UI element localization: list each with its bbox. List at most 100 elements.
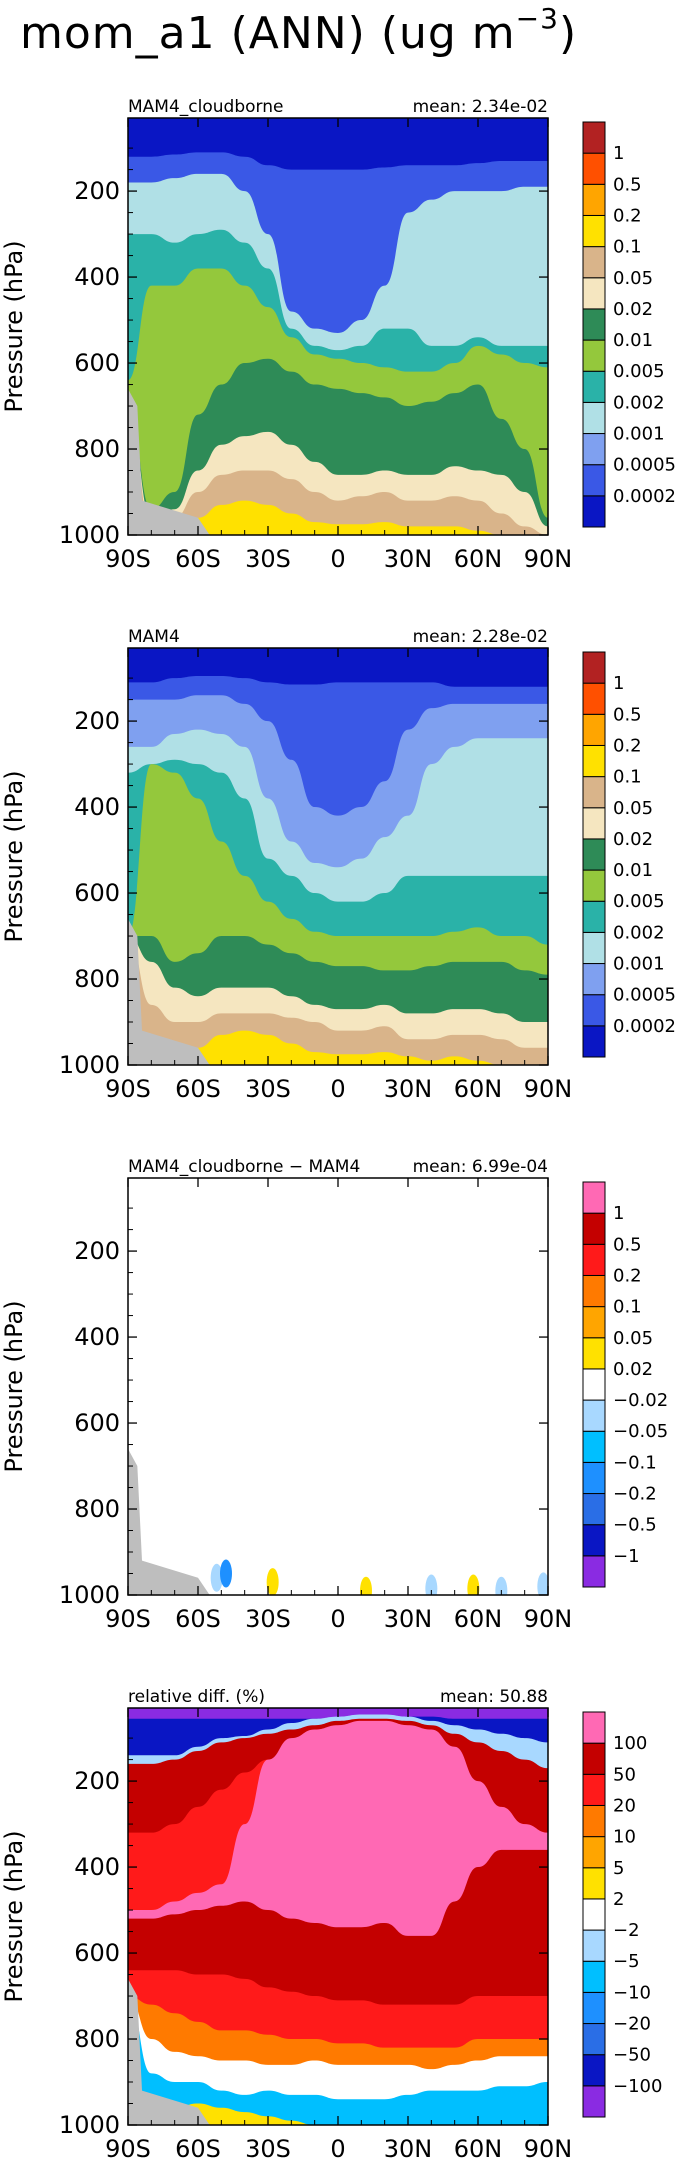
colorbar-label: −0.1 [613, 1452, 657, 1473]
colorbar-label: 1 [613, 1203, 624, 1224]
y-tick-label: 800 [74, 2025, 120, 2053]
x-tick-label: 30S [245, 2135, 291, 2163]
colorbar-swatch [582, 682, 606, 715]
y-tick-label: 800 [74, 1495, 120, 1523]
x-tick-label: 60N [454, 545, 503, 573]
colorbar-swatch [582, 1461, 606, 1495]
colorbar-label: 0.0005 [613, 455, 676, 476]
colorbar-swatch [582, 1742, 606, 1775]
contour-band [128, 2103, 548, 2125]
colorbar-swatch [582, 1274, 606, 1308]
topography-mask [128, 1978, 210, 2125]
y-tick-label: 1000 [59, 1581, 120, 1609]
colorbar-swatch [582, 1555, 606, 1588]
chart-svg: MAM4_cloudborne − MAM4 mean: 6.99e-04 200 4… [0, 1157, 668, 1633]
colorbar-label: 0.01 [613, 330, 653, 351]
colorbar-label: 10 [613, 1827, 636, 1848]
colorbar: 1 0.5 0.2 0.1 0.05 0.02 0.01 0.005 0.002 0.001 0.0… [582, 121, 676, 528]
topography-mask [128, 918, 210, 1065]
page-title: mom_a1 (ANN) (ug m−3) [20, 2, 577, 59]
svg-text:mom_a1 (ANN) (ug m−3): mom_a1 (ANN) (ug m−3) [20, 2, 577, 59]
x-tick-label: 0 [330, 545, 345, 573]
colorbar-swatch [582, 1773, 606, 1806]
colorbar-swatch [582, 246, 606, 279]
y-tick-label: 1000 [59, 1051, 120, 1079]
colorbar-label: 0.5 [613, 1234, 642, 1255]
colorbar-swatch [582, 1337, 606, 1370]
colorbar-label: 0.001 [613, 954, 665, 975]
y-tick-label: 1000 [59, 2111, 120, 2139]
contour-fill [210, 1559, 548, 1595]
colorbar-swatch [582, 713, 606, 746]
colorbar-swatch [582, 183, 606, 216]
x-tick-label: 90N [524, 545, 573, 573]
x-tick-label: 60N [454, 1605, 503, 1633]
colorbar-swatch [582, 1524, 606, 1557]
colorbar-swatch [582, 776, 606, 809]
colorbar-label: 2 [613, 1889, 624, 1910]
title-close: ) [559, 8, 577, 59]
colorbar-swatch [582, 1306, 606, 1339]
panel-right-label: mean: 6.99e-04 [413, 1157, 548, 1177]
colorbar-label: 0.01 [613, 860, 653, 881]
x-tick-label: 30S [245, 1075, 291, 1103]
colorbar-label: 1 [613, 143, 624, 164]
colorbar-swatch [582, 1493, 606, 1526]
panel-left-label: relative diff. (%) [128, 1687, 265, 1707]
colorbar-swatch [582, 308, 606, 341]
panel-left-label: MAM4_cloudborne − MAM4 [128, 1157, 360, 1177]
y-tick-label: 800 [74, 435, 120, 463]
colorbar-swatch [582, 401, 606, 435]
y-tick-label: 200 [74, 1237, 120, 1265]
x-tick-label: 60N [454, 1075, 503, 1103]
colorbar-label: 0.002 [613, 392, 665, 413]
colorbar-label: 0.001 [613, 424, 665, 445]
y-tick-label: 400 [74, 1323, 120, 1351]
contour-blob [537, 1572, 548, 1595]
topography-mask [128, 1448, 210, 1595]
chart-svg: MAM4_cloudborne mean: 2.34e-02 200 400 600 80… [0, 97, 676, 573]
x-tick-label: 30S [245, 545, 291, 573]
panel-left-label: MAM4 [128, 627, 180, 647]
colorbar-label: 0.005 [613, 361, 665, 382]
colorbar: 1 0.5 0.2 0.1 0.05 0.02 −0.02 −0.05 −0.1 −0.2 −0.5… [582, 1181, 668, 1588]
y-tick-label: 200 [74, 1767, 120, 1795]
contour-blob [360, 1576, 372, 1595]
colorbar-label: −5 [613, 1951, 640, 1972]
plot-background [128, 1178, 548, 1595]
panel-relative-difference: relative diff. (%) mean: 50.88 200 400 600 80… [0, 1680, 686, 2175]
colorbar-label: 5 [613, 1858, 624, 1879]
x-tick-label: 30S [245, 1605, 291, 1633]
colorbar-label: 0.02 [613, 1359, 653, 1380]
colorbar-label: 0.1 [613, 237, 642, 258]
x-tick-label: 90N [524, 1605, 573, 1633]
y-tick-label: 1000 [59, 521, 120, 549]
y-tick-label: 200 [74, 707, 120, 735]
x-tick-label: 30N [384, 2135, 433, 2163]
colorbar-label: −0.5 [613, 1515, 657, 1536]
x-tick-label: 0 [330, 1075, 345, 1103]
x-tick-label: 60S [175, 1605, 221, 1633]
colorbar-label: 0.1 [613, 1297, 642, 1318]
colorbar-label: 50 [613, 1764, 636, 1785]
colorbar-label: 0.2 [613, 205, 642, 226]
panel-mam4-cloudborne: MAM4_cloudborne mean: 2.34e-02 200 400 600 80… [0, 90, 686, 590]
colorbar-swatch [582, 1898, 606, 1931]
colorbar-label: −20 [613, 2014, 651, 2035]
colorbar-label: 0.0002 [613, 486, 676, 507]
colorbar-label: 0.5 [613, 174, 642, 195]
y-tick-label: 400 [74, 263, 120, 291]
colorbar-swatch [582, 1181, 606, 1214]
y-tick-label: 800 [74, 965, 120, 993]
colorbar-swatch [582, 838, 606, 871]
colorbar-swatch [582, 651, 606, 684]
x-tick-label: 60S [175, 545, 221, 573]
chart-svg: relative diff. (%) mean: 50.8820040060080… [0, 1687, 662, 2163]
x-tick-label: 60S [175, 1075, 221, 1103]
panel-mam4: MAM4 mean: 2.28e-02 200 400 600 800 1000 90S 60S… [0, 620, 686, 1120]
colorbar-swatch [582, 1368, 606, 1401]
colorbar-swatch [582, 807, 606, 840]
contour-blob [210, 1563, 223, 1592]
colorbar-swatch [582, 2085, 606, 2118]
colorbar-label: 0.005 [613, 891, 665, 912]
